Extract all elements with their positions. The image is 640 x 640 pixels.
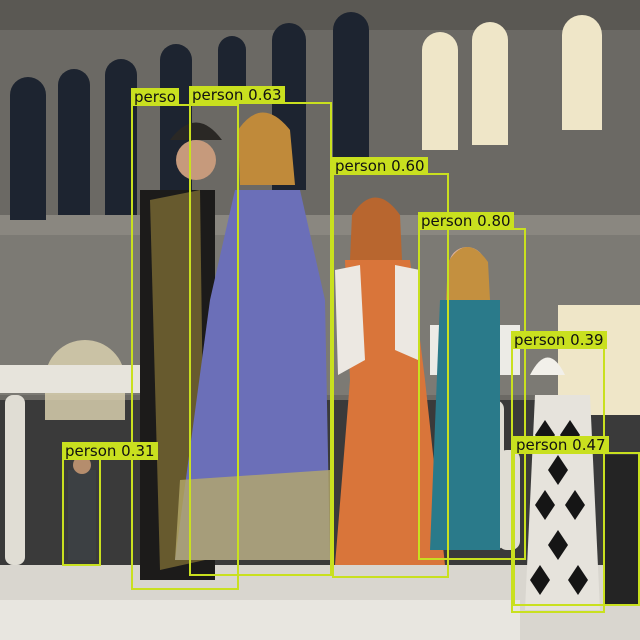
performer-dark-head bbox=[176, 140, 216, 180]
harlequin-hat bbox=[530, 357, 565, 375]
balustrade-rail bbox=[0, 365, 150, 393]
upper-cornice bbox=[0, 0, 640, 30]
blue-dress bbox=[175, 190, 330, 560]
detection-box: person 0.39 bbox=[511, 331, 607, 613]
orange-dress-hair bbox=[350, 197, 402, 260]
detection-label: person 0.47 bbox=[513, 436, 609, 454]
detection-label: person 0.39 bbox=[511, 331, 607, 349]
blue-dress-hair bbox=[238, 112, 295, 185]
detection-label: person 0.80 bbox=[418, 212, 514, 230]
stage-edge bbox=[0, 600, 520, 640]
detection-box: person 0.80 bbox=[418, 212, 526, 560]
lit-windows bbox=[422, 15, 640, 415]
detection-box: person 0.47 bbox=[513, 436, 640, 606]
detection-box: person 0.63 bbox=[189, 86, 332, 576]
detection-label: person 0.63 bbox=[189, 86, 285, 104]
right-edge-figure bbox=[605, 455, 640, 605]
detection-box: person 0.31 bbox=[62, 442, 158, 566]
detection-label: perso bbox=[131, 88, 179, 106]
detection-label: person 0.31 bbox=[62, 442, 158, 460]
bg-person-head bbox=[73, 456, 91, 474]
detection-box: person 0.60 bbox=[332, 157, 449, 578]
teal-dress-hair bbox=[446, 247, 490, 300]
bg-person bbox=[68, 470, 96, 560]
detection-box: perso bbox=[131, 88, 239, 590]
white-sleeves bbox=[335, 265, 420, 375]
detection-label: person 0.60 bbox=[332, 157, 428, 175]
performer-dark-hat bbox=[170, 122, 222, 140]
blue-dress-hem bbox=[175, 470, 330, 560]
